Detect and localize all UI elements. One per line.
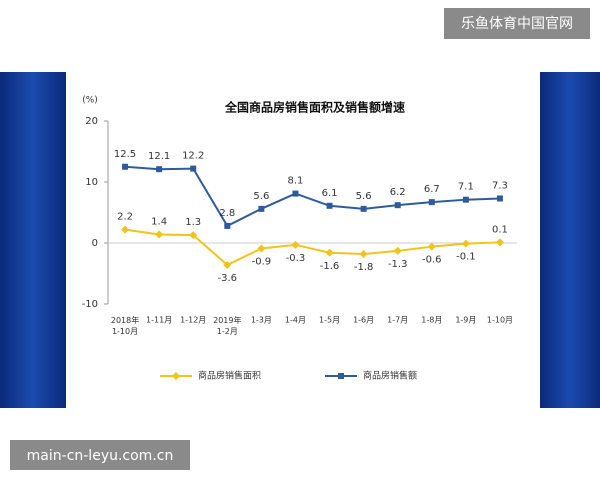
marker [325,248,334,257]
side-panel [540,72,600,408]
legend-marker [172,372,180,380]
url-badge [10,440,190,470]
marker [155,230,164,239]
marker [461,239,470,248]
marker [428,199,435,206]
marker [156,166,163,173]
marker [122,163,129,170]
legend-marker [338,373,344,379]
legend-label: 商品房销售额 [363,370,417,382]
x-tick-label: 1-8月 [421,316,442,325]
marker [326,202,333,209]
data-label: -0.3 [286,253,306,264]
marker [359,249,368,258]
legend-label: 商品房销售面积 [198,370,261,382]
site-badge [444,8,590,39]
marker [223,260,232,269]
chart-title: 全国商品房销售面积及销售额增速 [224,100,405,115]
marker [190,165,197,172]
data-label: 12.1 [148,151,170,162]
y-tick-label: -10 [82,299,98,310]
marker [258,205,265,212]
data-label: 0.1 [492,224,508,235]
series-line [124,228,500,267]
data-label: 2.8 [219,208,235,219]
marker [224,222,231,229]
marker [292,190,299,197]
y-tick-label: 0 [92,238,98,249]
marker [495,238,504,247]
x-tick-label: 1-7月 [387,316,408,325]
marker [394,202,401,209]
x-tick-label: 1-5月 [319,316,340,325]
marker [121,225,130,234]
data-label: 8.1 [288,176,304,187]
x-tick-label: 2018年 1-10月 [111,315,139,336]
data-label: 6.7 [424,184,440,195]
y-tick-label: 20 [85,116,98,127]
data-label: 7.3 [492,180,508,191]
data-label: 1.4 [151,216,167,227]
y-tick-label: 10 [85,177,98,188]
data-label: -1.8 [354,262,374,273]
series-line [124,165,500,228]
x-tick-label: 1-6月 [353,316,374,325]
x-tick-label: 1-12月 [180,316,206,325]
data-label: -0.1 [456,252,476,263]
side-panel [0,72,66,408]
marker [291,240,300,249]
data-label: 12.5 [114,149,136,160]
data-label: -1.3 [388,259,408,270]
marker [496,195,503,202]
data-label: 5.6 [356,191,372,202]
x-tick-label: 1-4月 [285,316,306,325]
chart-area [66,72,540,408]
data-label: 2.2 [117,212,133,223]
data-label: -0.9 [252,256,272,267]
data-label: 12.2 [182,151,204,162]
x-tick-label: 1-9月 [455,316,476,325]
data-label: 7.1 [458,182,474,193]
x-tick-label: 1-11月 [146,316,172,325]
data-label: -1.6 [320,261,340,272]
data-label: -0.6 [422,255,442,266]
marker [427,242,436,251]
site-name: 乐鱼体育中国官网 [461,15,573,32]
marker [462,196,469,203]
marker [189,231,198,240]
data-label: -3.6 [218,273,238,284]
marker [393,246,402,255]
unit-label: (%) [82,96,98,106]
data-label: 6.1 [322,188,338,199]
site-url: main-cn-leyu.com.cn [27,448,174,464]
data-label: 5.6 [253,191,269,202]
marker [257,244,266,253]
marker [360,205,367,212]
x-tick-label: 2019年 1-2月 [213,315,241,336]
x-tick-label: 1-3月 [251,316,272,325]
data-label: 6.2 [390,187,406,198]
data-label: 1.3 [185,217,201,228]
x-tick-label: 1-10月 [487,316,513,325]
